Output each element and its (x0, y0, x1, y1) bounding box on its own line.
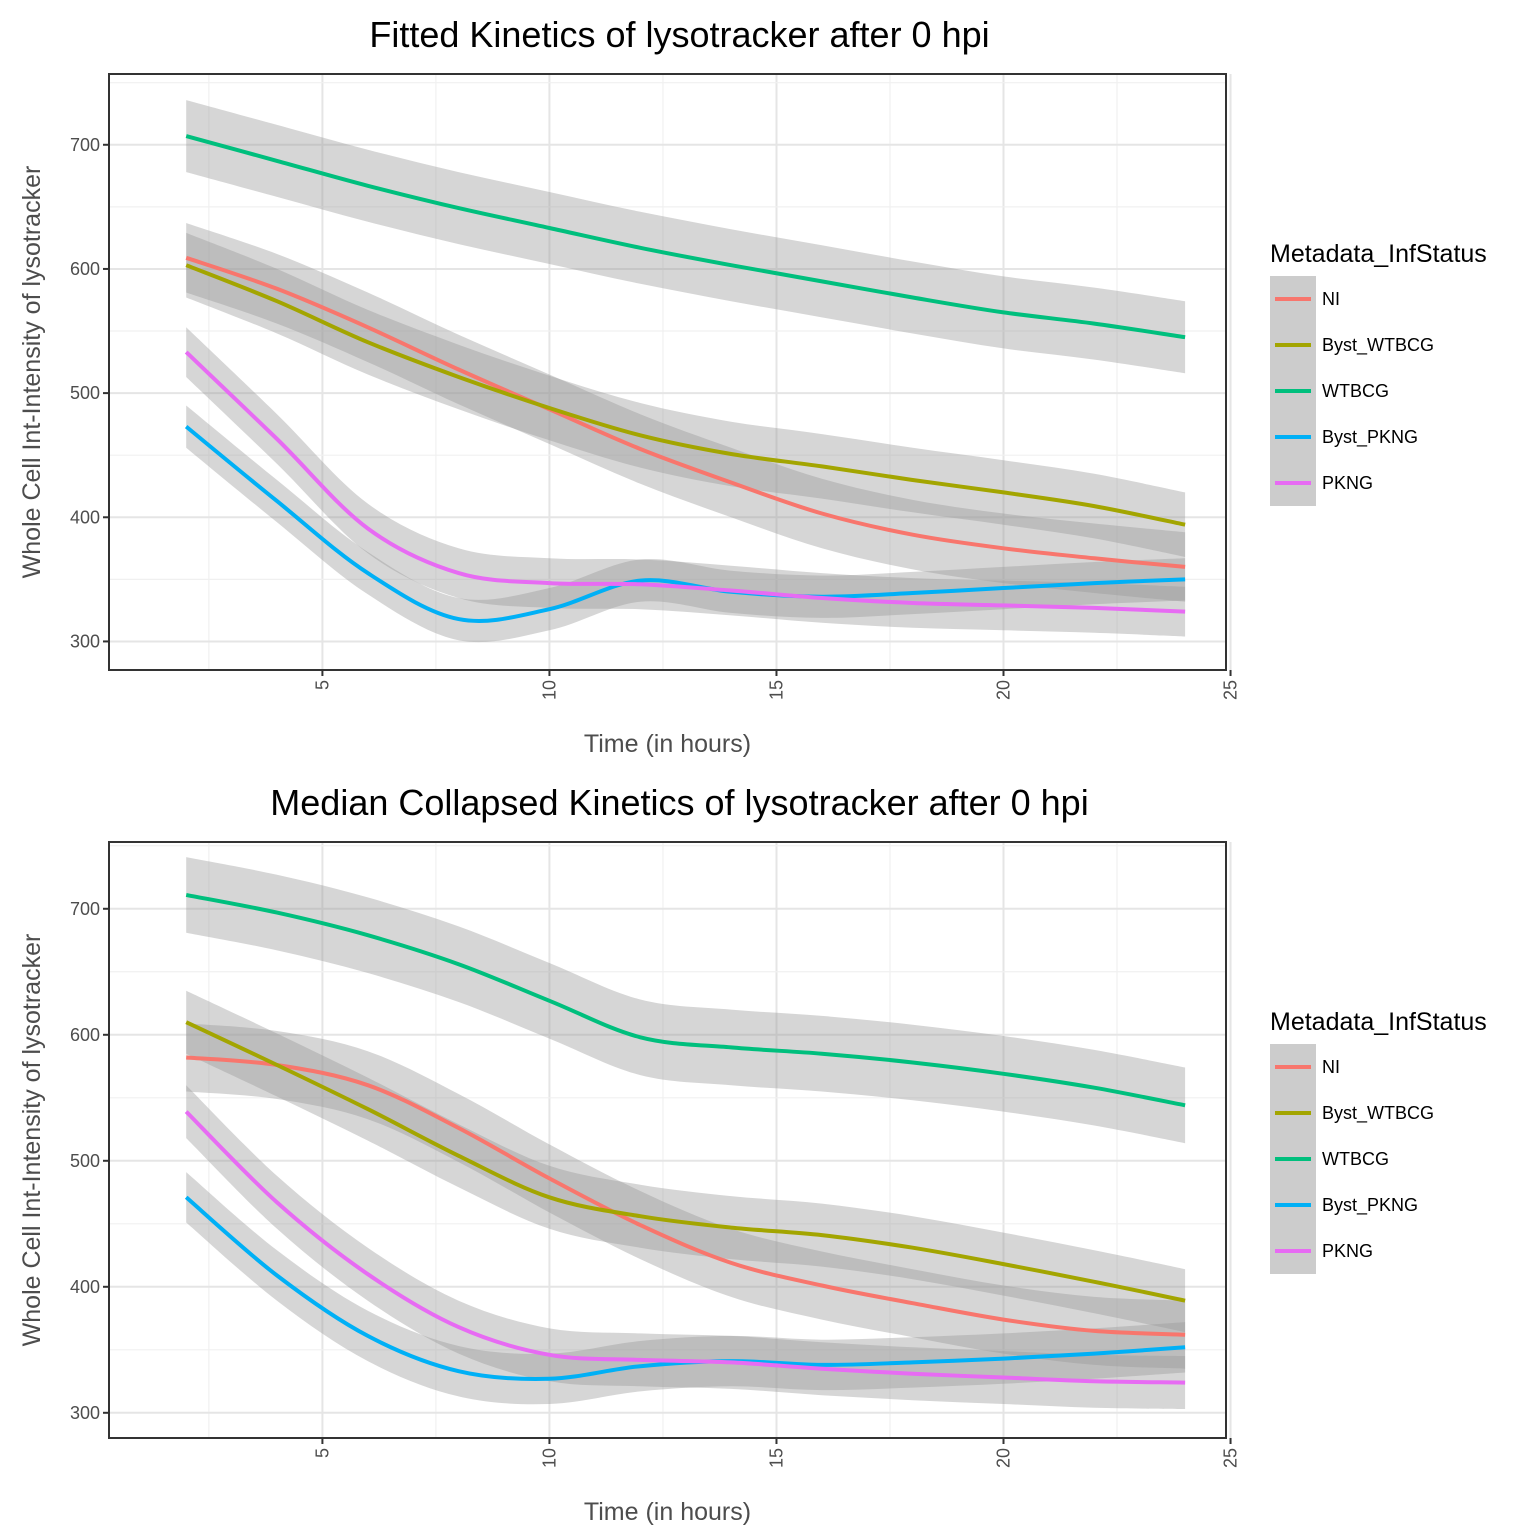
series-line-byst-pkng (184, 1195, 1186, 1382)
legend-item-wtbcg: WTBCG (1270, 1136, 1389, 1182)
legend-label: PKNG (1322, 1241, 1373, 1261)
y-tick-label: 600 (70, 259, 100, 279)
y-tick-label: 500 (70, 1151, 100, 1171)
series-line-byst-wtbcg (185, 263, 1186, 527)
series-line-byst-pkng (184, 425, 1186, 623)
series-line-wtbcg (185, 134, 1186, 340)
legend-item-byst-wtbcg: Byst_WTBCG (1270, 1090, 1434, 1136)
confidence-band-pkng (186, 327, 1186, 637)
confidence-band-wtbcg (186, 100, 1186, 374)
x-tick-label: 5 (312, 680, 332, 690)
chart-title: Fitted Kinetics of lysotracker after 0 h… (369, 14, 989, 55)
x-tick-label: 15 (766, 1448, 786, 1468)
legend-label: WTBCG (1322, 381, 1389, 401)
chart-title: Median Collapsed Kinetics of lysotracker… (270, 782, 1088, 823)
grid (109, 842, 1232, 1438)
legend: Metadata_InfStatus NI Byst_WTBCG WTBCG Byst_… (1270, 240, 1487, 506)
confidence-band-byst-wtbcg (186, 232, 1186, 557)
legend-label: NI (1322, 289, 1340, 309)
legend-label: WTBCG (1322, 1149, 1389, 1169)
y-tick-label: 600 (70, 1025, 100, 1045)
series-line-byst-wtbcg (185, 1020, 1186, 1303)
x-tick-label: 10 (539, 1448, 559, 1468)
legend-title: Metadata_InfStatus (1270, 1008, 1487, 1036)
legend: Metadata_InfStatus NI Byst_WTBCG WTBCG Byst_… (1270, 1008, 1487, 1274)
confidence-band-wtbcg (186, 857, 1186, 1144)
legend-item-wtbcg: WTBCG (1270, 368, 1389, 414)
x-tick-label: 20 (994, 680, 1014, 700)
y-tick-label: 500 (70, 383, 100, 403)
legend-title: Metadata_InfStatus (1270, 240, 1487, 268)
legend-label: Byst_PKNG (1322, 427, 1418, 448)
y-axis-title: Whole Cell Int-Intensity of lysotracker (18, 934, 46, 1347)
legend-item-byst-pkng: Byst_PKNG (1270, 414, 1418, 460)
series-line-pkng (184, 350, 1186, 614)
confidence-band-byst-pkng (186, 1172, 1186, 1405)
y-tick-label: 700 (70, 135, 100, 155)
y-axis-title: Whole Cell Int-Intensity of lysotracker (18, 166, 46, 579)
y-tick-label: 400 (70, 507, 100, 527)
x-axis-title: Time (in hours) (584, 730, 751, 758)
y-tick-label: 300 (70, 1403, 100, 1423)
y-tick-label: 400 (70, 1277, 100, 1297)
legend-label: Byst_WTBCG (1322, 1103, 1434, 1124)
confidence-band-byst-wtbcg (186, 990, 1186, 1333)
confidence-band-byst-pkng (186, 405, 1186, 643)
legend-label: Byst_PKNG (1322, 1195, 1418, 1216)
chart-panel-1: Fitted Kinetics of lysotracker after 0 h… (18, 14, 1487, 758)
plot-border (108, 73, 1227, 671)
plot-area (109, 74, 1226, 670)
series-line-ni (185, 255, 1186, 569)
series-line-wtbcg (185, 892, 1186, 1108)
confidence-band-ni (186, 223, 1186, 602)
x-tick-label: 5 (312, 1448, 332, 1458)
legend-item-ni: NI (1270, 1044, 1340, 1090)
legend-label: PKNG (1322, 473, 1373, 493)
legend-label: Byst_WTBCG (1322, 335, 1434, 356)
confidence-band-ni (186, 1023, 1186, 1369)
legend-item-pkng: PKNG (1270, 1228, 1373, 1274)
grid (109, 74, 1232, 670)
chart-panel-2: Median Collapsed Kinetics of lysotracker… (18, 782, 1487, 1526)
plot-border (108, 841, 1227, 1439)
y-tick-label: 300 (70, 631, 100, 651)
x-axis-title: Time (in hours) (584, 1498, 751, 1526)
plot-area (109, 842, 1226, 1438)
x-tick-label: 10 (539, 680, 559, 700)
legend-item-byst-wtbcg: Byst_WTBCG (1270, 322, 1434, 368)
y-tick-label: 700 (70, 899, 100, 919)
series-line-ni (186, 1055, 1186, 1337)
legend-item-byst-pkng: Byst_PKNG (1270, 1182, 1418, 1228)
series-line-pkng (184, 1110, 1186, 1385)
x-tick-label: 15 (766, 680, 786, 700)
legend-item-pkng: PKNG (1270, 460, 1373, 506)
x-tick-label: 25 (1221, 1448, 1241, 1468)
x-tick-label: 20 (994, 1448, 1014, 1468)
legend-label: NI (1322, 1057, 1340, 1077)
confidence-band-pkng (186, 1085, 1186, 1409)
legend-item-ni: NI (1270, 276, 1340, 322)
x-tick-label: 25 (1221, 680, 1241, 700)
